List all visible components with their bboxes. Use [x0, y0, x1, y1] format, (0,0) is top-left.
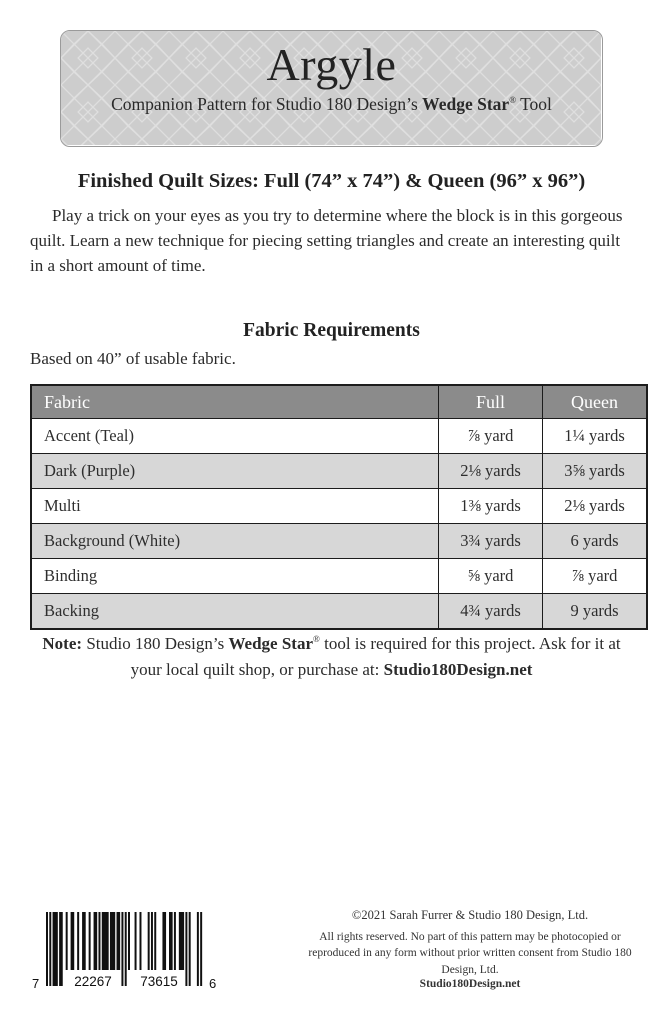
subtitle-prefix: Companion Pattern for Studio 180 Design’… — [111, 93, 423, 114]
fabric-requirements-heading: Fabric Requirements — [243, 320, 420, 341]
usable-fabric-note: Based on 40” of usable fabric. — [30, 349, 236, 368]
full-yardage: 4¾ yards — [438, 593, 543, 630]
subtitle-suffix: Tool — [516, 93, 552, 114]
note-website: Studio180Design.net — [383, 659, 533, 679]
fabric-name: Backing — [30, 593, 439, 630]
website-text: Studio180Design.net — [419, 977, 521, 990]
table-row: Multi 1⅜ yards 2⅛ yards — [30, 488, 648, 524]
barcode-last-digit: 6 — [209, 976, 217, 991]
note-text-1: Studio 180 Design’s — [82, 634, 229, 653]
subtitle-tool-name: Wedge Star — [422, 93, 510, 114]
finished-quilt-sizes-heading: Finished Quilt Sizes: Full (74” x 74”) &… — [77, 170, 586, 192]
table-row: Background (White) 3¾ yards 6 yards — [30, 523, 648, 559]
pattern-title: Argyle — [266, 39, 397, 90]
queen-yardage: 3⅝ yards — [542, 453, 648, 489]
queen-yardage: 1¼ yards — [542, 418, 648, 454]
registered-mark: ® — [509, 94, 517, 105]
table-header-row: Fabric Full Queen — [30, 384, 648, 419]
copyright-block: ©2021 Sarah Furrer & Studio 180 Design, … — [292, 908, 648, 990]
rights-text: All rights reserved. No part of this pat… — [308, 931, 632, 976]
full-yardage: 1⅜ yards — [438, 488, 543, 524]
barcode-group-2: 73615 — [140, 974, 178, 989]
table-row: Backing 4¾ yards 9 yards — [30, 593, 648, 630]
upc-barcode: 7 22267 73615 6 — [32, 912, 232, 1004]
full-yardage: 2⅛ yards — [438, 453, 543, 489]
queen-yardage: ⅞ yard — [542, 558, 648, 594]
fabric-name: Background (White) — [30, 523, 439, 559]
full-yardage: ⅝ yard — [438, 558, 543, 594]
column-header-queen: Queen — [542, 384, 648, 419]
barcode-first-digit: 7 — [32, 976, 40, 991]
title-banner: Argyle Companion Pattern for Studio 180 … — [60, 30, 603, 147]
note-label: Note: — [42, 634, 83, 653]
queen-yardage: 2⅛ yards — [542, 488, 648, 524]
intro-paragraph: Play a trick on your eyes as you try to … — [30, 206, 623, 275]
table-row: Binding ⅝ yard ⅞ yard — [30, 558, 648, 594]
copyright-line: ©2021 Sarah Furrer & Studio 180 Design, … — [351, 908, 589, 922]
column-header-fabric: Fabric — [30, 384, 439, 419]
full-yardage: ⅞ yard — [438, 418, 543, 454]
fabric-name: Accent (Teal) — [30, 418, 439, 454]
note-tool-name: Wedge Star — [228, 634, 313, 653]
table-row: Dark (Purple) 2⅛ yards 3⅝ yards — [30, 453, 648, 489]
note-text-2: tool is required for this project. Ask f… — [130, 634, 621, 679]
registered-mark: ® — [313, 634, 320, 644]
queen-yardage: 6 yards — [542, 523, 648, 559]
upc-barcode-bars — [46, 912, 203, 986]
fabric-name: Binding — [30, 558, 439, 594]
pattern-subtitle: Companion Pattern for Studio 180 Design’… — [61, 94, 602, 115]
fabric-name: Dark (Purple) — [30, 453, 439, 489]
table-row: Accent (Teal) ⅞ yard 1¼ yards — [30, 418, 648, 454]
column-header-full: Full — [438, 384, 543, 419]
full-yardage: 3¾ yards — [438, 523, 543, 559]
barcode-group-1: 22267 — [74, 974, 112, 989]
geometric-lattice-pattern — [61, 31, 601, 145]
queen-yardage: 9 yards — [542, 593, 648, 630]
fabric-name: Multi — [30, 488, 439, 524]
tool-required-note: Note: Studio 180 Design’s Wedge Star® to… — [30, 631, 633, 682]
fabric-requirements-table: Fabric Full Queen Accent (Teal) ⅞ yard 1… — [30, 384, 648, 630]
